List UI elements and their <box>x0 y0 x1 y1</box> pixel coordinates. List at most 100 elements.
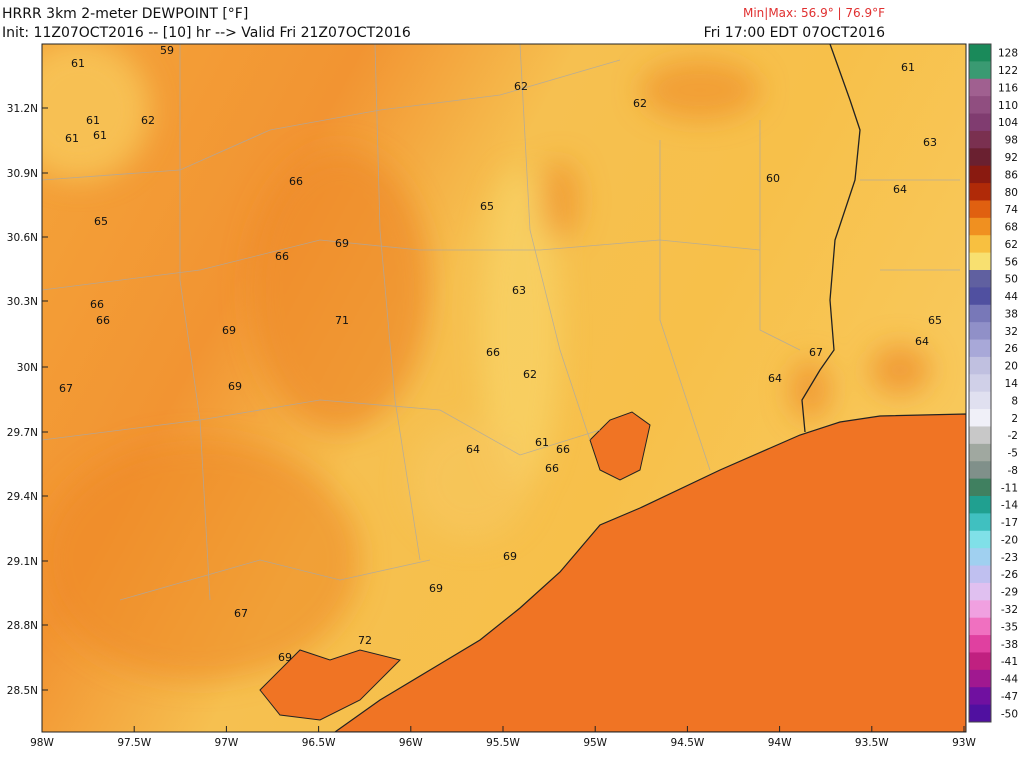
colorbar-label: -14 <box>1001 500 1018 512</box>
colorbar-swatch <box>969 252 991 271</box>
station-value: 60 <box>766 172 780 185</box>
station-value: 65 <box>928 314 942 327</box>
colorbar-label: -11 <box>1001 482 1018 494</box>
lat-label: 30.6N <box>7 232 38 244</box>
colorbar-label: 14 <box>1005 378 1019 390</box>
colorbar-swatch <box>969 356 991 375</box>
station-value: 64 <box>466 443 480 456</box>
lon-label: 94.5W <box>671 737 705 749</box>
colorbar-swatch <box>969 600 991 619</box>
lat-label: 30.9N <box>7 168 38 180</box>
station-value: 64 <box>893 183 907 196</box>
colorbar-swatch <box>969 183 991 201</box>
colorbar-swatch <box>969 113 991 132</box>
colorbar-label: -35 <box>1001 621 1018 633</box>
station-value: 66 <box>275 250 289 263</box>
lat-label: 29.7N <box>7 427 38 439</box>
colorbar-label: 92 <box>1005 152 1018 164</box>
colorbar-label: -47 <box>1001 691 1018 703</box>
colorbar-label: -26 <box>1001 569 1018 581</box>
colorbar-swatch <box>969 426 991 445</box>
station-value: 61 <box>86 114 100 127</box>
colorbar-label: -41 <box>1001 656 1018 668</box>
lat-label: 30.3N <box>7 296 38 308</box>
colorbar-swatch <box>969 409 991 427</box>
colorbar-swatch <box>969 130 991 149</box>
station-value: 64 <box>768 372 782 385</box>
station-value: 69 <box>503 550 517 563</box>
colorbar-label: -50 <box>1001 708 1018 720</box>
lon-label: 98W <box>30 737 54 749</box>
colorbar-label: 98 <box>1005 135 1018 147</box>
colorbar-label: 26 <box>1005 343 1019 355</box>
colorbar-swatch <box>969 270 991 288</box>
colorbar-label: -44 <box>1001 674 1018 686</box>
station-value: 61 <box>93 129 107 142</box>
title: HRRR 3km 2-meter DEWPOINT [°F] <box>2 6 248 22</box>
valid-local: Fri 17:00 EDT 07OCT2016 <box>704 25 885 41</box>
colorbar-label: 74 <box>1005 204 1019 216</box>
colorbar-swatch <box>969 496 991 514</box>
station-value: 69 <box>228 380 242 393</box>
colorbar-label: -32 <box>1001 604 1018 616</box>
lat-label: 30N <box>17 362 38 374</box>
station-value: 62 <box>523 368 537 381</box>
colorbar-swatch <box>969 669 991 688</box>
station-value: 63 <box>923 136 937 149</box>
colorbar-swatch <box>969 582 991 601</box>
station-value: 67 <box>59 382 73 395</box>
station-value: 61 <box>535 436 549 449</box>
station-value: 66 <box>556 443 570 456</box>
colorbar-swatch <box>969 374 991 393</box>
colorbar-swatch <box>969 322 991 341</box>
colorbar-label: -5 <box>1008 448 1018 460</box>
colorbar-label: 44 <box>1005 291 1019 303</box>
station-value: 62 <box>141 114 155 127</box>
colorbar-swatch <box>969 548 991 567</box>
station-value: 65 <box>480 200 494 213</box>
station-value: 64 <box>915 335 929 348</box>
station-value: 66 <box>486 346 500 359</box>
colorbar-label: 20 <box>1005 361 1018 373</box>
colorbar-swatch <box>969 478 991 497</box>
colorbar-swatch <box>969 217 991 236</box>
field-blobs <box>42 44 930 680</box>
map <box>42 44 966 732</box>
lon-label: 97.5W <box>117 737 151 749</box>
station-value: 66 <box>545 462 559 475</box>
colorbar-label: 128 <box>998 48 1018 60</box>
colorbar-label: 8 <box>1011 395 1018 407</box>
colorbar-label: -17 <box>1001 517 1018 529</box>
colorbar-label: -2 <box>1008 430 1018 442</box>
colorbar-swatch <box>969 78 991 97</box>
lat-label: 28.8N <box>7 620 38 632</box>
station-value: 66 <box>289 175 303 188</box>
gulf <box>333 413 966 732</box>
colorbar-swatch <box>969 165 991 184</box>
colorbar-swatch <box>969 304 991 323</box>
lon-label: 94W <box>768 737 792 749</box>
colorbar-label: 104 <box>998 117 1018 129</box>
colorbar-swatch <box>969 461 991 480</box>
colorbar-label: -23 <box>1001 552 1018 564</box>
map-frame <box>41 43 967 733</box>
lat-label: 29.4N <box>7 491 38 503</box>
station-value: 69 <box>429 582 443 595</box>
colorbar-label: 56 <box>1005 256 1019 268</box>
colorbar-label: 50 <box>1005 274 1018 286</box>
colorbar-swatch <box>969 96 991 115</box>
colorbar-label: 116 <box>998 82 1018 94</box>
min-max: Min|Max: 56.9° | 76.9°F <box>743 6 885 20</box>
station-value: 67 <box>234 607 248 620</box>
station-value: 71 <box>335 314 349 327</box>
station-value: 69 <box>335 237 349 250</box>
colorbar-swatch <box>969 565 991 584</box>
colorbar-label: -38 <box>1001 639 1018 651</box>
colorbar-swatch <box>969 635 991 653</box>
colorbar-label: 80 <box>1005 187 1018 199</box>
colorbar-swatch <box>969 391 991 410</box>
station-value: 61 <box>901 61 915 74</box>
colorbar-frame <box>968 43 992 723</box>
station-value: 66 <box>90 298 104 311</box>
